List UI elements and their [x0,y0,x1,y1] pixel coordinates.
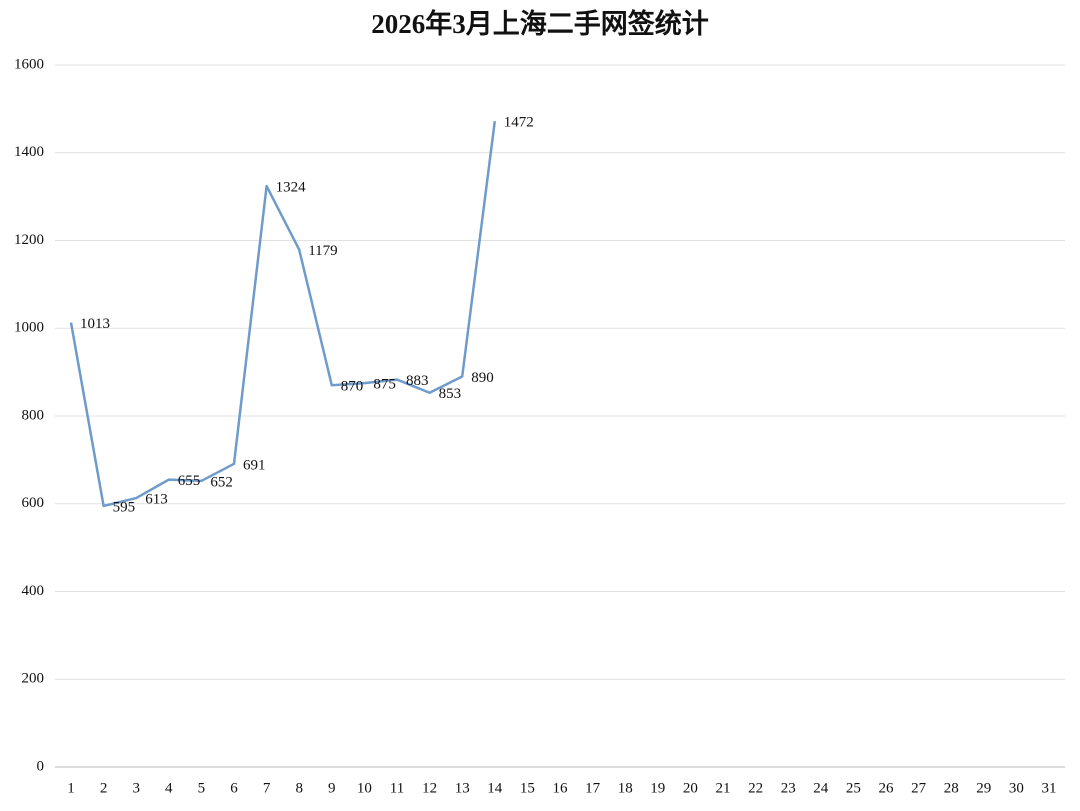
x-tick-label: 28 [944,780,959,796]
data-label: 595 [113,499,136,515]
data-label: 1179 [308,243,337,259]
x-tick-label: 9 [328,780,336,796]
x-tick-label: 27 [911,780,927,796]
x-tick-label: 26 [879,780,895,796]
chart-title: 2026年3月上海二手网签统计 [371,8,709,39]
y-tick-label: 0 [37,758,45,774]
y-tick-label: 1600 [14,56,44,72]
x-tick-label: 3 [132,780,140,796]
data-label: 1013 [80,316,110,332]
y-tick-label: 1400 [14,144,44,160]
x-tick-label: 6 [230,780,238,796]
x-tick-label: 8 [295,780,303,796]
data-label: 853 [439,386,462,402]
x-tick-label: 10 [357,780,372,796]
data-label: 652 [210,474,233,490]
x-tick-label: 1 [67,780,75,796]
x-tick-label: 31 [1042,780,1057,796]
x-tick-label: 30 [1009,780,1024,796]
x-tick-label: 29 [976,780,991,796]
x-tick-label: 2 [100,780,108,796]
data-label: 890 [471,370,494,386]
data-label: 883 [406,373,429,389]
x-tick-label: 12 [422,780,437,796]
data-label: 870 [341,379,364,395]
x-tick-label: 18 [618,780,633,796]
y-tick-label: 200 [22,671,45,687]
y-tick-label: 400 [22,583,45,599]
x-tick-label: 4 [165,780,173,796]
x-tick-label: 14 [487,780,503,796]
x-tick-label: 22 [748,780,763,796]
y-tick-label: 800 [22,407,45,423]
y-tick-label: 1000 [14,320,44,336]
x-tick-label: 7 [263,780,271,796]
x-tick-label: 21 [716,780,731,796]
x-tick-label: 24 [813,780,829,796]
line [69,121,497,508]
x-tick-label: 17 [585,780,601,796]
data-label: 655 [178,473,201,489]
data-label: 1324 [276,180,307,196]
y-tick-label: 600 [22,495,45,511]
x-tick-label: 11 [390,780,404,796]
x-tick-label: 25 [846,780,861,796]
x-tick-label: 23 [781,780,796,796]
x-tick-label: 5 [198,780,206,796]
x-tick-label: 13 [455,780,470,796]
y-tick-label: 1200 [14,232,44,248]
data-label: 1472 [504,115,534,131]
data-label: 875 [373,377,396,393]
data-label: 613 [145,491,168,507]
x-tick-label: 20 [683,780,698,796]
x-tick-label: 19 [650,780,665,796]
data-label: 691 [243,457,266,473]
x-tick-label: 16 [553,780,569,796]
x-tick-label: 15 [520,780,535,796]
